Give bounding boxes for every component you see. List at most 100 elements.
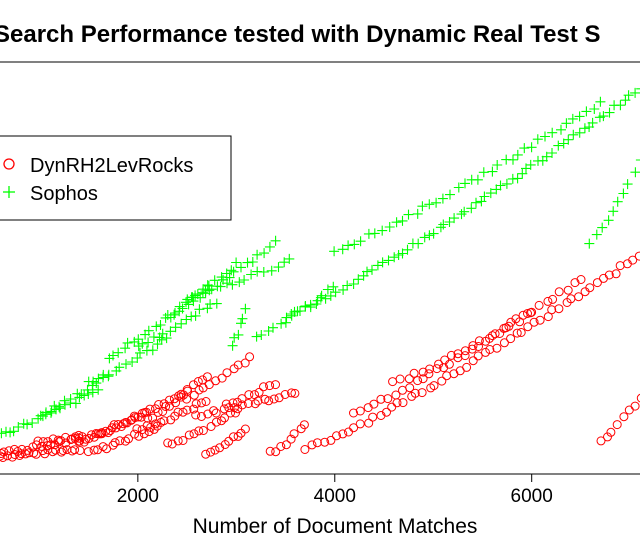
data-point-dynrh2levrocks	[320, 437, 330, 447]
data-point-sophos	[135, 347, 145, 358]
data-point-dynrh2levrocks	[574, 292, 584, 302]
data-point-sophos	[485, 188, 496, 199]
data-point-dynrh2levrocks	[534, 300, 544, 310]
data-point-dynrh2levrocks	[33, 436, 43, 446]
data-point-sophos	[604, 107, 615, 118]
data-point-dynrh2levrocks	[184, 430, 194, 440]
data-point-dynrh2levrocks	[264, 396, 274, 406]
data-point-dynrh2levrocks	[424, 369, 434, 379]
data-point-dynrh2levrocks	[395, 374, 405, 384]
data-point-sophos	[132, 353, 143, 363]
data-point-dynrh2levrocks	[467, 344, 477, 354]
data-point-sophos	[574, 111, 585, 122]
data-point-dynrh2levrocks	[151, 419, 160, 429]
data-point-dynrh2levrocks	[191, 410, 201, 420]
data-point-sophos	[630, 87, 640, 98]
data-point-sophos	[122, 337, 133, 348]
data-point-sophos	[121, 359, 131, 370]
data-point-dynrh2levrocks	[404, 374, 414, 384]
data-point-sophos	[431, 197, 442, 208]
data-point-dynrh2levrocks	[326, 435, 336, 445]
data-point-dynrh2levrocks	[603, 432, 612, 442]
data-point-dynrh2levrocks	[383, 394, 393, 404]
data-point-sophos	[300, 301, 311, 311]
data-point-sophos	[156, 334, 167, 345]
data-point-sophos	[209, 275, 220, 286]
data-point-dynrh2levrocks	[413, 376, 423, 386]
data-point-sophos	[591, 229, 602, 240]
data-point-sophos	[247, 257, 258, 267]
data-point-sophos	[195, 292, 206, 303]
data-point-sophos	[547, 148, 557, 158]
legend-plus-marker	[3, 186, 15, 198]
data-point-sophos	[501, 178, 512, 189]
data-point-dynrh2levrocks	[233, 431, 243, 441]
data-point-sophos	[459, 206, 470, 217]
data-point-dynrh2levrocks	[300, 445, 310, 454]
data-point-sophos	[512, 149, 523, 160]
data-point-dynrh2levrocks	[173, 436, 183, 446]
data-point-dynrh2levrocks	[83, 447, 93, 457]
data-point-sophos	[584, 238, 595, 249]
legend-box	[0, 135, 232, 221]
data-point-sophos	[194, 304, 205, 315]
data-point-sophos	[76, 389, 87, 400]
data-point-sophos	[147, 345, 158, 356]
legend-label-sophos: Sophos	[30, 183, 98, 205]
data-point-dynrh2levrocks	[121, 418, 130, 427]
data-point-sophos	[242, 257, 253, 268]
data-point-dynrh2levrocks	[13, 447, 23, 456]
data-point-dynrh2levrocks	[446, 350, 456, 360]
data-point-sophos	[512, 173, 523, 184]
data-point-dynrh2levrocks	[153, 407, 163, 417]
data-point-sophos	[270, 235, 281, 246]
data-point-dynrh2levrocks	[286, 434, 296, 444]
data-point-sophos	[152, 339, 163, 350]
data-point-dynrh2levrocks	[440, 355, 450, 365]
data-point-dynrh2levrocks	[143, 413, 153, 423]
data-point-dynrh2levrocks	[209, 406, 219, 416]
data-point-dynrh2levrocks	[211, 376, 221, 386]
data-point-sophos	[444, 217, 455, 227]
data-point-sophos	[226, 265, 237, 276]
data-point-sophos	[169, 309, 180, 320]
data-point-sophos	[353, 274, 364, 285]
data-point-sophos	[618, 188, 629, 199]
data-point-dynrh2levrocks	[194, 426, 204, 436]
data-point-dynrh2levrocks	[526, 308, 535, 318]
data-point-sophos	[200, 286, 211, 296]
data-point-sophos	[252, 249, 263, 260]
data-point-sophos	[65, 394, 76, 404]
data-point-sophos	[540, 131, 550, 142]
data-point-sophos	[155, 320, 166, 330]
data-point-sophos	[103, 369, 114, 380]
data-point-sophos	[412, 208, 423, 219]
data-point-sophos	[479, 191, 490, 202]
data-point-sophos	[198, 284, 209, 295]
data-point-sophos	[487, 166, 498, 177]
data-point-sophos	[295, 306, 305, 316]
data-point-sophos	[22, 419, 33, 430]
data-point-dynrh2levrocks	[89, 445, 99, 455]
data-point-dynrh2levrocks	[240, 424, 250, 434]
data-point-sophos	[449, 213, 460, 224]
data-point-dynrh2levrocks	[425, 364, 435, 374]
data-point-sophos	[563, 134, 574, 145]
data-point-dynrh2levrocks	[206, 422, 216, 431]
data-point-dynrh2levrocks	[84, 434, 94, 443]
data-point-dynrh2levrocks	[474, 336, 484, 346]
data-point-dynrh2levrocks	[219, 404, 229, 414]
data-point-dynrh2levrocks	[108, 440, 118, 450]
data-point-sophos	[403, 209, 414, 220]
data-point-dynrh2levrocks	[606, 427, 616, 437]
data-point-dynrh2levrocks	[369, 399, 379, 409]
data-point-sophos	[393, 250, 404, 260]
data-point-dynrh2levrocks	[231, 408, 240, 418]
data-point-sophos	[228, 266, 239, 277]
data-point-dynrh2levrocks	[244, 390, 254, 400]
data-point-dynrh2levrocks	[269, 394, 279, 404]
data-point-dynrh2levrocks	[111, 423, 121, 433]
series-sophos	[0, 87, 640, 439]
data-point-sophos	[603, 215, 614, 226]
data-point-dynrh2levrocks	[474, 342, 483, 351]
